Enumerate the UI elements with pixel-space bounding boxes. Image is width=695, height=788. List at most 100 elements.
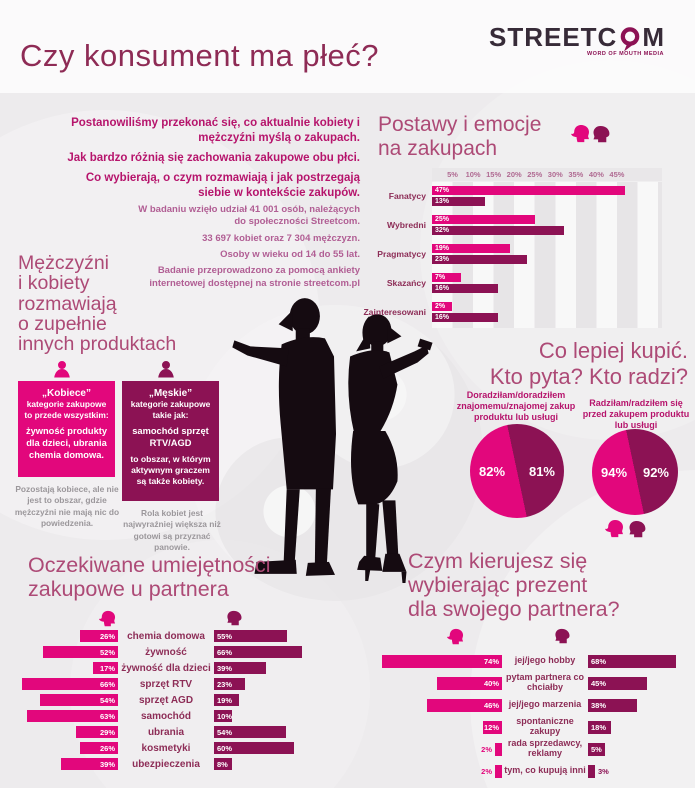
intro-line: Postanowiliśmy przekonać się, co aktualn… — [71, 117, 360, 144]
female-head-icon — [98, 610, 116, 627]
male-bust-icon — [158, 361, 174, 378]
chart-row: 39% ubezpieczenia 8% — [20, 758, 342, 770]
chart-row: 12% spontaniczne zakupy 18% — [372, 716, 690, 737]
category-label: sprzęt RTV — [139, 678, 193, 690]
bar-value: 18% — [591, 722, 607, 732]
bar-men — [588, 764, 595, 778]
bar-value: 3% — [598, 766, 609, 776]
bar-value: 45% — [591, 678, 607, 688]
men-bar-cell: 68% — [588, 654, 690, 668]
pie-label-advised: Doradziłam/doradziłem znajomemu/znajomej… — [456, 390, 576, 422]
bar-value: 2% — [481, 766, 492, 776]
bar-value: 39% — [99, 759, 115, 769]
bar-value: 26% — [99, 743, 115, 753]
chart-row: 52% żywność 66% — [20, 646, 342, 658]
heading-line: zakupowe u partnera — [28, 577, 229, 602]
bar-value: 55% — [217, 631, 233, 641]
pie-women-value: 82% — [479, 463, 506, 479]
bar-women: 40% — [437, 676, 502, 690]
category-label: żywność — [145, 646, 187, 658]
bar-value: 16% — [435, 285, 450, 292]
chart-row: 46% jej/jego marzenia 38% — [372, 695, 690, 715]
category-label: tym, co kupują inni — [504, 765, 586, 776]
chart-row: 54% sprzęt AGD 19% — [20, 694, 342, 706]
bar-women: 19% — [432, 244, 511, 253]
female-bust-icon — [54, 361, 70, 378]
men-bar-cell: 55% — [214, 630, 342, 642]
men-bar-cell: 38% — [588, 698, 690, 712]
attitudes-axis: 5% 10% 15% 20% 25% 30% 35% 40% 45% — [432, 168, 662, 181]
bar-women: 7% — [432, 273, 461, 282]
bar-value: 26% — [99, 631, 115, 641]
heading-line: Kto pyta? Kto radzi? — [489, 363, 688, 389]
bar-men: 68% — [588, 654, 677, 668]
category-label: rada sprzedawcy, reklamy — [507, 738, 583, 758]
men-bar-cell: 60% — [214, 742, 342, 754]
axis-tick: 20% — [506, 170, 522, 179]
women-bar-cell: 39% — [20, 758, 118, 770]
men-bar-cell: 10% — [214, 710, 342, 722]
pie-asked: 94% 92% — [592, 429, 678, 515]
female-box-caption: Pozostają kobiece, ale nie jest to obsza… — [14, 484, 120, 529]
bar-value: 8% — [217, 759, 228, 769]
heading-line: Co lepiej kupić. — [538, 338, 688, 363]
bar-women — [495, 742, 502, 756]
pie-women-value: 94% — [601, 464, 628, 480]
bar-women: 63% — [26, 710, 118, 722]
category-label: pytam partnera co chciałby — [505, 672, 585, 692]
bar-value: 40% — [483, 678, 499, 688]
male-head-icon — [227, 610, 242, 626]
heading-line: Postawy i emocje — [378, 113, 542, 136]
intro-line: Co wybierają, o czym rozmawiają i jak po… — [85, 171, 360, 199]
bar-value: 63% — [99, 711, 115, 721]
page-title: Czy konsument ma płeć? — [20, 38, 380, 73]
female-categories-box: „Kobiece” kategorie zakupowe to przede w… — [18, 381, 115, 477]
chart-row: 17% żywność dla dzieci 39% — [20, 662, 342, 674]
skills-chart: 26% chemia domowa 55% 52% żywność 66% 17% żywno… — [20, 630, 342, 774]
bar-women: 2% — [432, 302, 452, 311]
pie-label-asked: Radziłam/radziłem się przed zakupem prod… — [582, 398, 690, 430]
axis-tick: 15% — [486, 170, 502, 179]
advice-heading: Co lepiej kupić. Kto pyta? Kto radzi? — [440, 338, 688, 390]
logo-wordmark: STREETC M — [489, 22, 665, 53]
male-box-caption: Rola kobiet jest najwyraźniej większa ni… — [123, 508, 221, 553]
axis-tick: 5% — [447, 170, 458, 179]
bar-men: 18% — [588, 720, 612, 734]
male-head-icon — [629, 521, 646, 538]
bar-men: 8% — [214, 758, 232, 770]
men-bar-cell: 19% — [214, 694, 342, 706]
male-head-icon — [593, 126, 610, 143]
box-note: to obszar, w którym aktywnym graczem są … — [130, 454, 211, 486]
bar-men: 32% — [432, 226, 564, 235]
logo-tagline: WORD OF MOUTH MEDIA — [586, 51, 664, 57]
men-bar-cell: 54% — [214, 726, 342, 738]
chart-row: 26% chemia domowa 55% — [20, 630, 342, 642]
bar-men: 19% — [214, 694, 240, 706]
bar-women: 47% — [432, 186, 626, 195]
men-bar-cell: 39% — [214, 662, 342, 674]
man-woman-silhouette — [232, 298, 433, 583]
bar-value: 10% — [217, 711, 233, 721]
heading-line: innych produktach — [18, 333, 177, 356]
female-head-icon — [446, 628, 464, 645]
bar-men: 66% — [214, 646, 302, 658]
bar-value: 66% — [99, 679, 115, 689]
study-detail-line: W badaniu wzięło udział 41 001 osób, nal… — [138, 204, 360, 228]
bar-women: 25% — [432, 215, 535, 224]
bar-women: 74% — [382, 654, 502, 668]
chart-row: 2% rada sprzedawcy, reklamy 5% — [372, 738, 690, 759]
women-bar-cell: 2% — [372, 742, 502, 756]
bar-men: 16% — [432, 284, 498, 293]
women-bar-cell: 74% — [372, 654, 502, 668]
bar-value: 54% — [217, 727, 233, 737]
heading-line: Mężczyźni — [18, 252, 110, 274]
bar-value: 16% — [435, 314, 450, 321]
intro-line: Jak bardzo różnią się zachowania zakupow… — [67, 151, 360, 164]
bar-value: 32% — [435, 227, 450, 234]
chart-row: 2% tym, co kupują inni 3% — [372, 761, 690, 781]
bar-men: 54% — [214, 726, 286, 738]
men-bar-cell: 66% — [214, 646, 342, 658]
bar-value: 68% — [591, 656, 607, 666]
bar-value: 17% — [99, 663, 115, 673]
axis-tick: 45% — [609, 170, 625, 179]
